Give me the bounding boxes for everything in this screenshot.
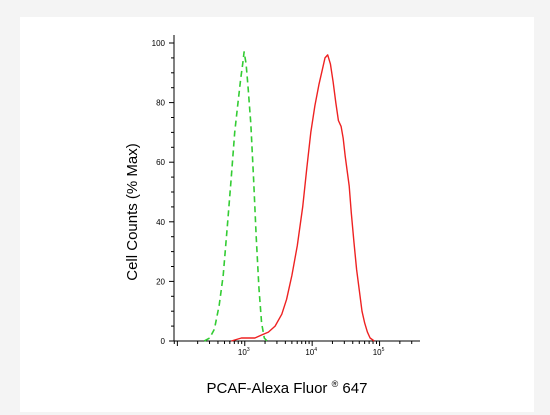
sample-histogram-line bbox=[231, 54, 375, 342]
y-tick-label: 20 bbox=[156, 277, 165, 286]
x-axis-label-reg: ® bbox=[332, 379, 339, 389]
x-tick-label: 105 bbox=[373, 347, 385, 357]
y-axis-label: Cell Counts (% Max) bbox=[124, 143, 141, 281]
y-tick-label: 40 bbox=[156, 218, 165, 227]
x-axis-label: PCAF-Alexa Fluor ® 647 bbox=[207, 374, 368, 397]
axes: 0 20 40 60 80 100 103 104 105 bbox=[152, 35, 420, 357]
y-tick-label: 0 bbox=[161, 337, 166, 346]
x-axis-label-main: PCAF-Alexa Fluor bbox=[207, 380, 328, 397]
y-tick-label: 60 bbox=[156, 158, 165, 167]
y-tick-label: 100 bbox=[152, 39, 166, 48]
x-tick-label: 103 bbox=[238, 347, 250, 357]
x-tick-label: 104 bbox=[305, 347, 317, 357]
control-histogram-line bbox=[203, 51, 268, 342]
series-layer bbox=[203, 51, 375, 342]
x-axis-label-end: 647 bbox=[342, 380, 367, 397]
y-tick-label: 80 bbox=[156, 99, 165, 108]
chart-frame bbox=[20, 17, 534, 412]
